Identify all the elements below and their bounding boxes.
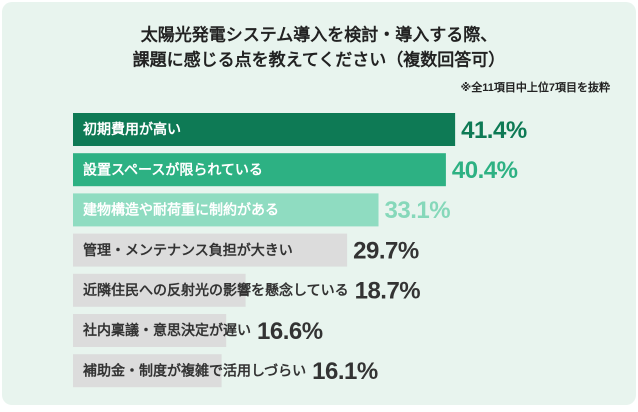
value-label: 33.1%: [385, 197, 451, 224]
value-label: 40.4%: [452, 157, 518, 184]
note: ※全11項目中上位7項目を抜粋: [461, 80, 610, 94]
bar-label: 建物構造や耐荷重に制約がある: [83, 202, 279, 218]
bar-label: 近隣住民への反射光の影響を懸念している: [83, 282, 349, 298]
chart-title: 太陽光発電システム導入を検討・導入する際、: [141, 24, 498, 44]
bar-label: 補助金・制度が複雑で活用しづらい: [82, 362, 306, 378]
bar: [73, 314, 227, 347]
bar-label: 社内稟議・意思決定が遅い: [82, 322, 251, 338]
bar: [73, 354, 222, 388]
bar: [73, 113, 456, 146]
chart-subtitle: 課題に感じる点を教えてください（複数回答可）: [133, 49, 506, 69]
value-label: 18.7%: [355, 278, 421, 305]
bar-label: 初期費用が高い: [83, 121, 181, 137]
value-label: 16.6%: [257, 318, 323, 345]
value-label: 41.4%: [461, 117, 527, 144]
bar-label: 管理・メンテナンス負担が大きい: [83, 242, 293, 258]
bar: [73, 273, 246, 307]
bar: [73, 153, 446, 187]
value-label: 16.1%: [312, 358, 378, 385]
bar: [73, 193, 379, 227]
bar-label: 設置スペースが限られている: [83, 161, 263, 177]
value-label: 29.7%: [353, 237, 419, 264]
bar: [73, 233, 348, 267]
